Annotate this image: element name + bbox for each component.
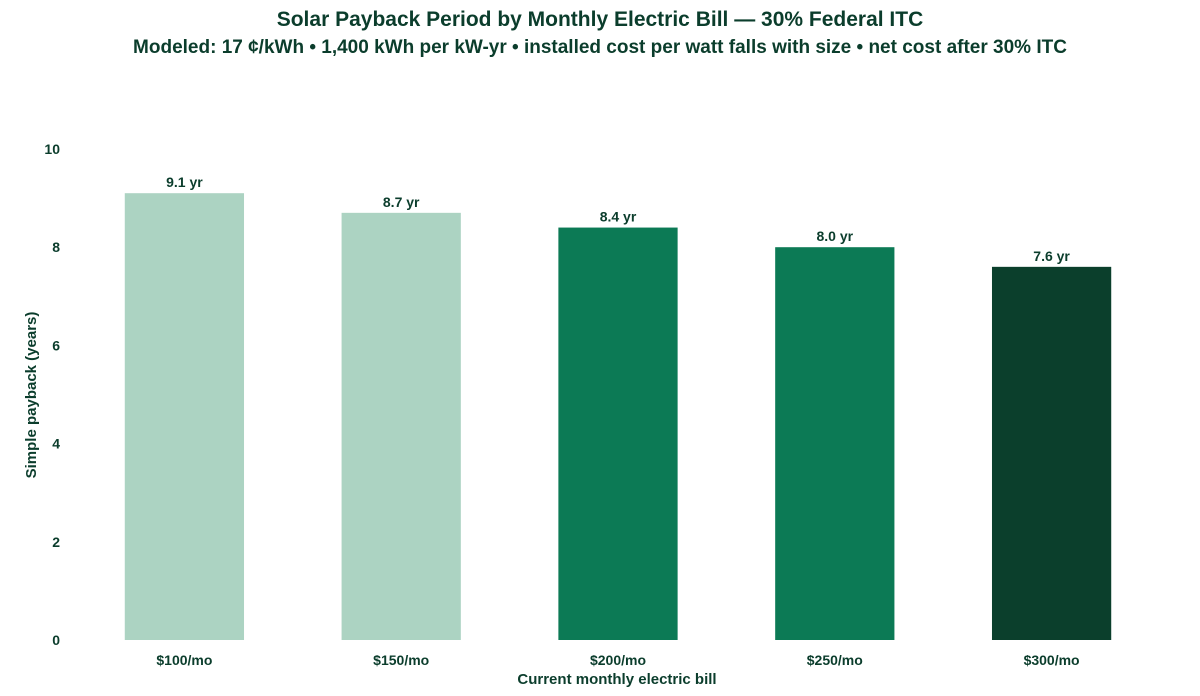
chart-title: Solar Payback Period by Monthly Electric…: [277, 8, 924, 31]
bar-value-label: 8.7 yr: [383, 194, 420, 210]
y-tick-label: 4: [52, 436, 60, 452]
y-axis: 0 2 4 6 8 10: [44, 141, 60, 648]
y-tick-label: 0: [52, 632, 60, 648]
bar-value-label: 7.6 yr: [1033, 248, 1070, 264]
x-axis: $100/mo $150/mo $200/mo $250/mo $300/mo: [156, 652, 1079, 668]
y-tick-label: 6: [52, 337, 60, 353]
x-tick-label: $200/mo: [590, 652, 646, 668]
x-axis-label: Current monthly electric bill: [517, 671, 716, 688]
bar: [775, 247, 895, 640]
bar: [341, 212, 461, 640]
x-tick-label: $100/mo: [156, 652, 212, 668]
x-tick-label: $150/mo: [373, 652, 429, 668]
bar-series: 9.1 yr 8.7 yr 8.4 yr 8.0 yr 7.6 yr: [124, 174, 1112, 640]
chart-subtitle: Modeled: 17 ¢/kWh • 1,400 kWh per kW-yr …: [133, 37, 1067, 58]
bar: [558, 227, 678, 640]
x-tick-label: $300/mo: [1024, 652, 1080, 668]
bar: [991, 266, 1112, 640]
y-axis-label: Simple payback (years): [23, 312, 40, 479]
y-tick-label: 2: [52, 534, 60, 550]
bar: [124, 193, 245, 640]
y-tick-label: 8: [52, 239, 60, 255]
bar-value-label: 8.0 yr: [817, 228, 854, 244]
y-tick-label: 10: [44, 141, 60, 157]
bar-value-label: 9.1 yr: [166, 174, 203, 190]
bar-value-label: 8.4 yr: [600, 209, 637, 225]
x-tick-label: $250/mo: [807, 652, 863, 668]
